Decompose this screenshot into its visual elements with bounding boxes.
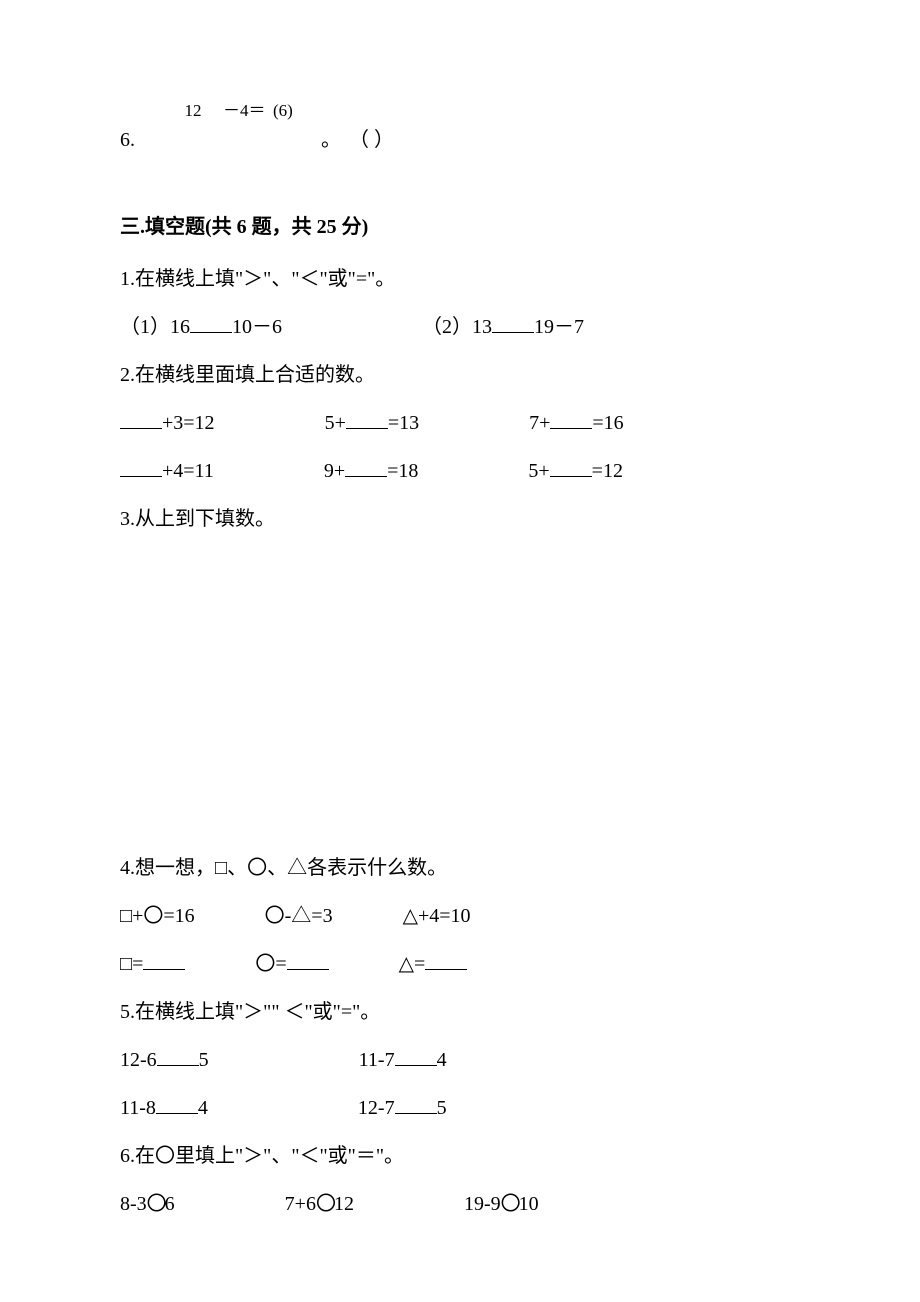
s3-q1-b: （2）13 19－7 (422, 308, 584, 346)
s3-q1-a-right: 10－6 (232, 316, 282, 338)
circle-placeholder[interactable]: 〇 (501, 1185, 519, 1223)
s3-q2-row1: +3=12 5+ =13 7+ =16 (120, 404, 800, 442)
s3-q1-a-left: （1）16 (120, 316, 190, 338)
txt: 12-7 (358, 1097, 395, 1119)
s3-q4-l2c: △= (399, 945, 468, 983)
s3-q3-figure-wrap (120, 548, 800, 831)
q6-diagram: 12 －4＝ (6) (143, 100, 313, 180)
circle-placeholder[interactable]: 〇 (147, 1185, 165, 1223)
s3-q6-stem: 6.在〇里填上"＞"、"＜"或"＝"。 (120, 1137, 800, 1175)
blank[interactable] (346, 408, 388, 429)
svg-text:(6): (6) (273, 101, 293, 120)
blank[interactable] (156, 1093, 198, 1114)
txt: +4=11 (162, 460, 214, 482)
txt: 7+ (529, 412, 550, 434)
s3-q5-r2c1: 11-8 4 (120, 1089, 208, 1127)
s3-q4-l2a: □= (120, 945, 185, 983)
s3-q5-r2c2: 12-7 5 (358, 1089, 447, 1127)
blank[interactable] (395, 1093, 437, 1114)
txt: 11-8 (120, 1097, 156, 1119)
s3-q1-b-right: 19－7 (534, 316, 584, 338)
txt: 〇= (255, 953, 286, 975)
s3-q2-stem: 2.在横线里面填上合适的数。 (120, 356, 800, 394)
page: 6. 12 －4＝ (6) 。 （ ） 三.填空题(共 6 题，共 25 分) 1.… (0, 0, 920, 1302)
s3-q2-r1c3: 7+ =16 (529, 404, 624, 442)
blank[interactable] (492, 312, 534, 333)
blank[interactable] (425, 949, 467, 970)
txt: 12 (334, 1193, 354, 1215)
blank[interactable] (190, 312, 232, 333)
s3-q6-a: 8-3〇6 (120, 1185, 175, 1223)
txt: =18 (387, 460, 418, 482)
s3-q4-l2b: 〇= (255, 945, 328, 983)
txt: +3=12 (162, 412, 215, 434)
txt: 6 (165, 1193, 175, 1215)
s3-q6-b: 7+6〇12 (285, 1185, 354, 1223)
txt: 4 (437, 1049, 447, 1071)
circle-placeholder[interactable]: 〇 (316, 1185, 334, 1223)
s3-q4-l1c: △+4=10 (403, 897, 471, 935)
s3-q4-line2: □= 〇= △= (120, 945, 800, 983)
txt: 8-3 (120, 1193, 147, 1215)
s3-q1-items: （1）16 10－6 （2）13 19－7 (120, 308, 800, 346)
txt: 19-9 (464, 1193, 501, 1215)
txt: 5 (199, 1049, 209, 1071)
blank[interactable] (287, 949, 329, 970)
s3-q1-a: （1）16 10－6 (120, 308, 282, 346)
blank[interactable] (120, 408, 162, 429)
blank[interactable] (395, 1045, 437, 1066)
txt: =13 (388, 412, 419, 434)
txt: =16 (592, 412, 623, 434)
s3-q2-r2c2: 9+ =18 (324, 452, 419, 490)
blank[interactable] (143, 949, 185, 970)
txt: □= (120, 953, 143, 975)
txt: 5+ (528, 460, 549, 482)
txt: 5 (437, 1097, 447, 1119)
q6-paren: （ ） (349, 121, 394, 159)
svg-text:－4＝: －4＝ (223, 101, 266, 120)
s3-q4-l1b: 〇-△=3 (265, 897, 333, 935)
s3-q5-stem: 5.在横线上填"＞"" ＜"或"="。 (120, 993, 800, 1031)
txt: 5+ (325, 412, 346, 434)
s3-q3-stem: 3.从上到下填数。 (120, 500, 800, 538)
s3-q6-c: 19-9〇10 (464, 1185, 539, 1223)
blank[interactable] (120, 456, 162, 477)
s3-q2-row2: +4=11 9+ =18 5+ =12 (120, 452, 800, 490)
s3-q5-r1c2: 11-7 4 (359, 1041, 447, 1079)
s3-q2-r1c2: 5+ =13 (325, 404, 420, 442)
txt: 11-7 (359, 1049, 395, 1071)
txt: 9+ (324, 460, 345, 482)
section3-title: 三.填空题(共 6 题，共 25 分) (120, 208, 800, 246)
s3-q4-line1: □+〇=16 〇-△=3 △+4=10 (120, 897, 800, 935)
s3-q1-b-left: （2）13 (422, 316, 492, 338)
s3-q6-items: 8-3〇6 7+6〇12 19-9〇10 (120, 1185, 800, 1223)
s3-q5-row1: 12-6 5 11-7 4 (120, 1041, 800, 1079)
txt: 12-6 (120, 1049, 157, 1071)
txt: 4 (198, 1097, 208, 1119)
s3-q2-r2c3: 5+ =12 (528, 452, 623, 490)
s3-q5-r1c1: 12-6 5 (120, 1041, 209, 1079)
s3-q4-stem: 4.想一想，□、〇、△各表示什么数。 (120, 849, 800, 887)
blank[interactable] (345, 456, 387, 477)
q6-period: 。 (321, 121, 341, 159)
txt: 7+6 (285, 1193, 316, 1215)
s3-q5-row2: 11-8 4 12-7 5 (120, 1089, 800, 1127)
s3-q2-r1c1: +3=12 (120, 404, 215, 442)
blank[interactable] (550, 456, 592, 477)
s3-q1-stem: 1.在横线上填"＞"、"＜"或"="。 (120, 260, 800, 298)
svg-text:12: 12 (185, 101, 202, 120)
txt: =12 (592, 460, 623, 482)
blank[interactable] (550, 408, 592, 429)
q6-label: 6. (120, 121, 135, 159)
s3-q3-figure (120, 548, 280, 818)
q6-row: 6. 12 －4＝ (6) 。 （ ） (120, 100, 800, 180)
blank[interactable] (157, 1045, 199, 1066)
s3-q2-r2c1: +4=11 (120, 452, 214, 490)
s3-q4-l1a: □+〇=16 (120, 897, 195, 935)
txt: 10 (519, 1193, 539, 1215)
txt: △= (399, 953, 426, 975)
